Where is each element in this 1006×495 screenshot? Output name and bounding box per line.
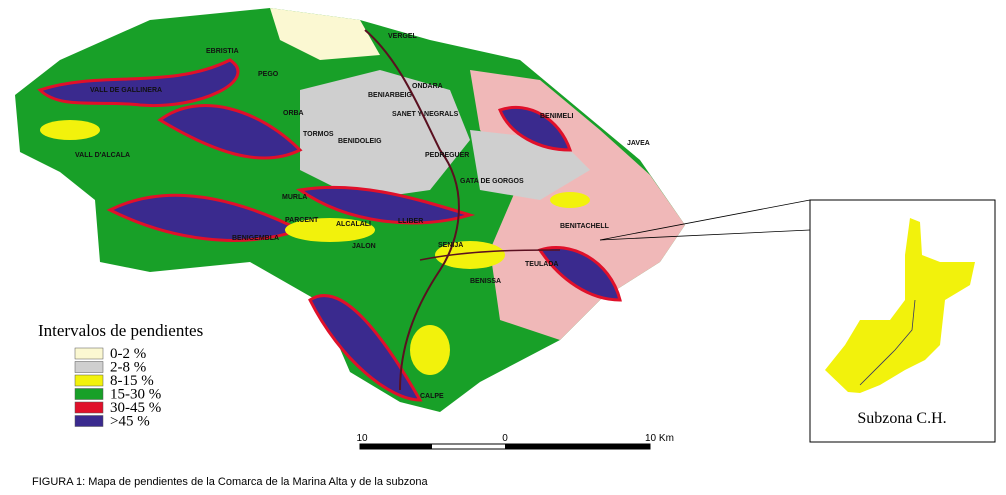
steep-area	[296, 185, 476, 225]
moderate-areas	[40, 120, 590, 375]
legend-label: >45 %	[110, 414, 150, 430]
road	[859, 299, 916, 386]
steep-area	[498, 105, 573, 152]
legend-swatch	[74, 347, 104, 360]
place-label: BENIGEMBLA	[232, 235, 279, 242]
legend-label: 0-2 %	[110, 346, 146, 362]
place-label: LLIBER	[398, 218, 423, 225]
steep-area	[157, 104, 303, 160]
place-label: JAVEA	[627, 140, 650, 147]
connector-line	[599, 199, 811, 241]
place-label: ONDARA	[412, 83, 443, 90]
moderate-area	[410, 325, 450, 375]
legend-label: 8-15 %	[110, 373, 154, 389]
inset: Subzona C.H.	[599, 199, 996, 443]
place-label: SANET Y NEGRALS	[392, 111, 459, 118]
legend-swatch	[74, 415, 104, 427]
place-label: BENIDOLEIG	[338, 138, 382, 145]
steep-area	[308, 294, 423, 402]
place-label: EBRISTIA	[206, 48, 239, 55]
road	[419, 249, 561, 261]
place-label: BENITACHELL	[560, 223, 610, 230]
place-label: TEULADA	[525, 261, 558, 268]
place-label: PARCENT	[285, 217, 319, 224]
legend-label: 15-30 %	[110, 387, 161, 403]
legend-label: 30-45 %	[110, 400, 161, 416]
steep-area	[537, 245, 622, 302]
place-label: PEDREGUER	[425, 152, 469, 159]
flat-area	[270, 8, 380, 60]
legend-swatch	[74, 401, 104, 414]
subzone-area	[825, 218, 975, 393]
scale-label: 10 Km	[645, 433, 674, 444]
moderate-area	[285, 218, 375, 242]
place-label: VALL DE GALLINERA	[90, 87, 162, 94]
place-label: BENISSA	[470, 278, 501, 285]
steep-area	[37, 58, 240, 108]
place-label: BENIARBEIG	[368, 92, 413, 99]
place-labels: VERGEL ONDARA PEGO BENIARBEIG SANET Y NE…	[75, 33, 650, 400]
flat-area	[300, 70, 470, 200]
map	[15, 8, 685, 412]
scale-label: 0	[502, 433, 508, 444]
legend-swatch	[74, 361, 104, 373]
place-label: TORMOS	[303, 131, 334, 138]
place-label: CALPE	[420, 393, 444, 400]
scale-bar-segment	[360, 444, 432, 449]
place-label: MURLA	[282, 194, 307, 201]
scale-bar-segment	[505, 444, 650, 449]
caption: FIGURA 1: Mapa de pendientes de la Comar…	[32, 476, 428, 488]
place-label: ORBA	[283, 110, 304, 117]
moderate-area	[550, 192, 590, 208]
legend-swatch	[74, 388, 104, 400]
place-label: BENIMELI	[540, 113, 574, 120]
legend: Intervalos de pendientes 0-2 %2-8 %8-15 …	[38, 321, 203, 430]
moderate-area	[40, 120, 100, 140]
scale-label: 10	[356, 433, 368, 444]
place-label: VERGEL	[388, 33, 418, 40]
legend-title: Intervalos de pendientes	[38, 321, 203, 340]
place-label: GATA DE GORGOS	[460, 178, 524, 185]
steep-areas	[37, 58, 622, 402]
place-label: ALCALALI	[336, 221, 371, 228]
place-label: JALON	[352, 243, 376, 250]
road	[364, 29, 460, 391]
connector-line	[599, 229, 811, 241]
inset-label: Subzona C.H.	[857, 410, 946, 427]
place-label: VALL D'ALCALA	[75, 152, 130, 159]
legend-label: 2-8 %	[110, 360, 146, 376]
inset-frame	[809, 199, 996, 443]
place-label: SENIJA	[438, 242, 463, 249]
scale-bar: 10 0 10 Km	[356, 433, 674, 450]
legend-swatch	[74, 374, 104, 387]
place-label: PEGO	[258, 71, 279, 78]
